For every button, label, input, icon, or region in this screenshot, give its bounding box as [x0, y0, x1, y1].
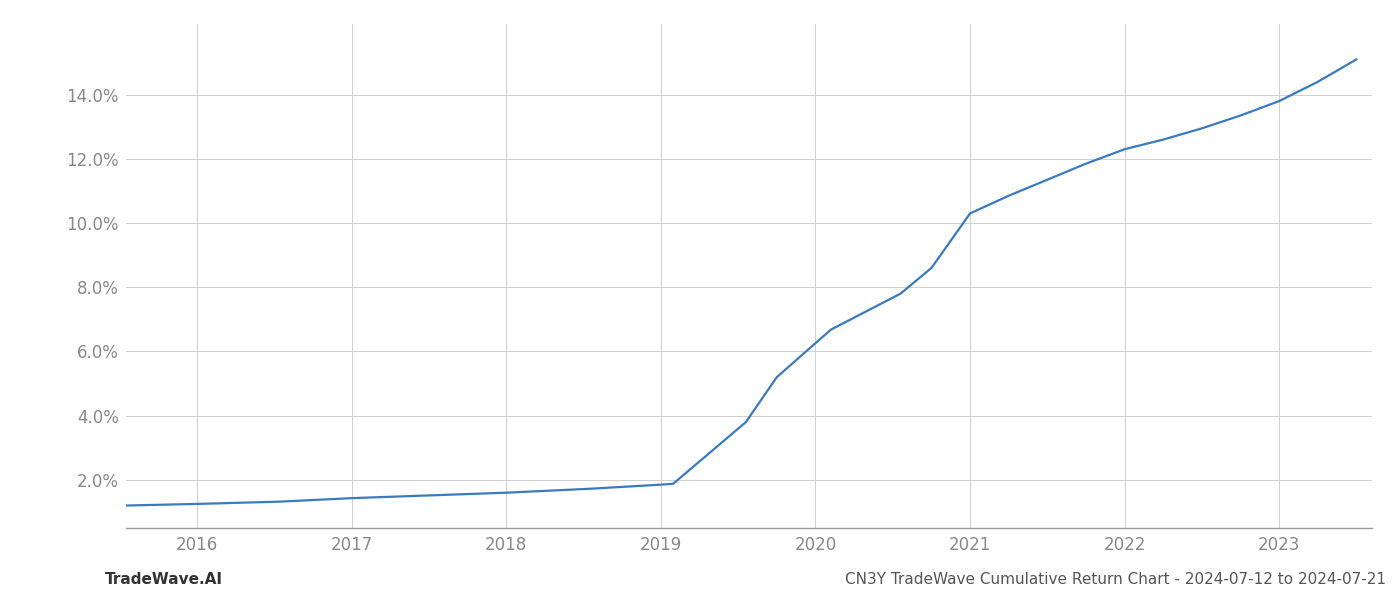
Text: CN3Y TradeWave Cumulative Return Chart - 2024-07-12 to 2024-07-21: CN3Y TradeWave Cumulative Return Chart -…: [846, 572, 1386, 587]
Text: TradeWave.AI: TradeWave.AI: [105, 572, 223, 587]
